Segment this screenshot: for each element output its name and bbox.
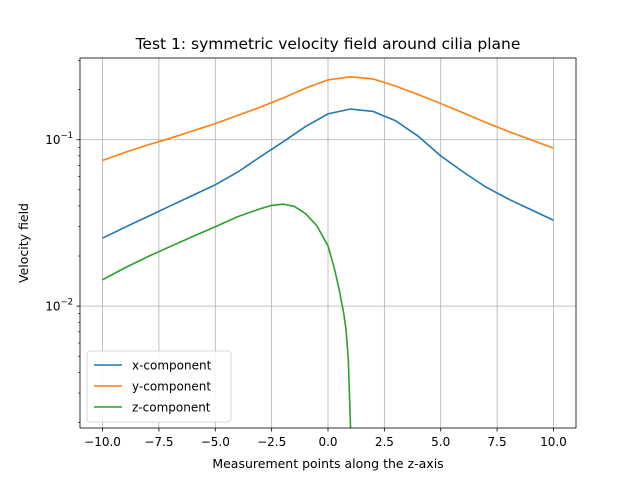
x-tick-label: 5.0 <box>431 435 450 449</box>
x-tick-label: −5.0 <box>201 435 230 449</box>
legend: x-component y-component z-component <box>86 350 232 423</box>
x-tick-label: −2.5 <box>257 435 286 449</box>
y-tick-label: 10−2 <box>45 298 73 314</box>
legend-label: x-component <box>132 359 212 373</box>
x-tick-label: −10.0 <box>84 435 121 449</box>
series-line-y-component <box>102 75 554 162</box>
series-lines <box>102 75 554 429</box>
y-tick-exponent: −1 <box>60 131 73 141</box>
legend-label: z-component <box>132 401 211 415</box>
series-line-z-component <box>102 203 352 429</box>
x-axis-label: Measurement points along the z-axis <box>212 456 443 471</box>
y-tick-exponent: −2 <box>60 298 73 308</box>
chart-title: Test 1: symmetric velocity field around … <box>135 35 521 53</box>
x-tick-label: 10.0 <box>540 435 567 449</box>
x-axis: −10.0 −7.5 −5.0 −2.5 0.0 2.5 5.0 7.5 10.0 <box>84 428 567 449</box>
x-tick-label: 0.0 <box>318 435 337 449</box>
legend-box <box>86 350 232 423</box>
y-tick-label: 10−1 <box>45 131 73 147</box>
y-tick-base: 10 <box>45 133 60 147</box>
y-axis-label: Velocity field <box>16 203 31 283</box>
grid <box>80 58 576 428</box>
series-line-x-component <box>102 108 554 239</box>
x-tick-label: −7.5 <box>144 435 173 449</box>
legend-label: y-component <box>132 380 211 394</box>
x-tick-label: 2.5 <box>375 435 394 449</box>
x-tick-label: 7.5 <box>488 435 507 449</box>
y-axis: 10−210−1 <box>45 60 80 423</box>
y-tick-base: 10 <box>45 300 60 314</box>
